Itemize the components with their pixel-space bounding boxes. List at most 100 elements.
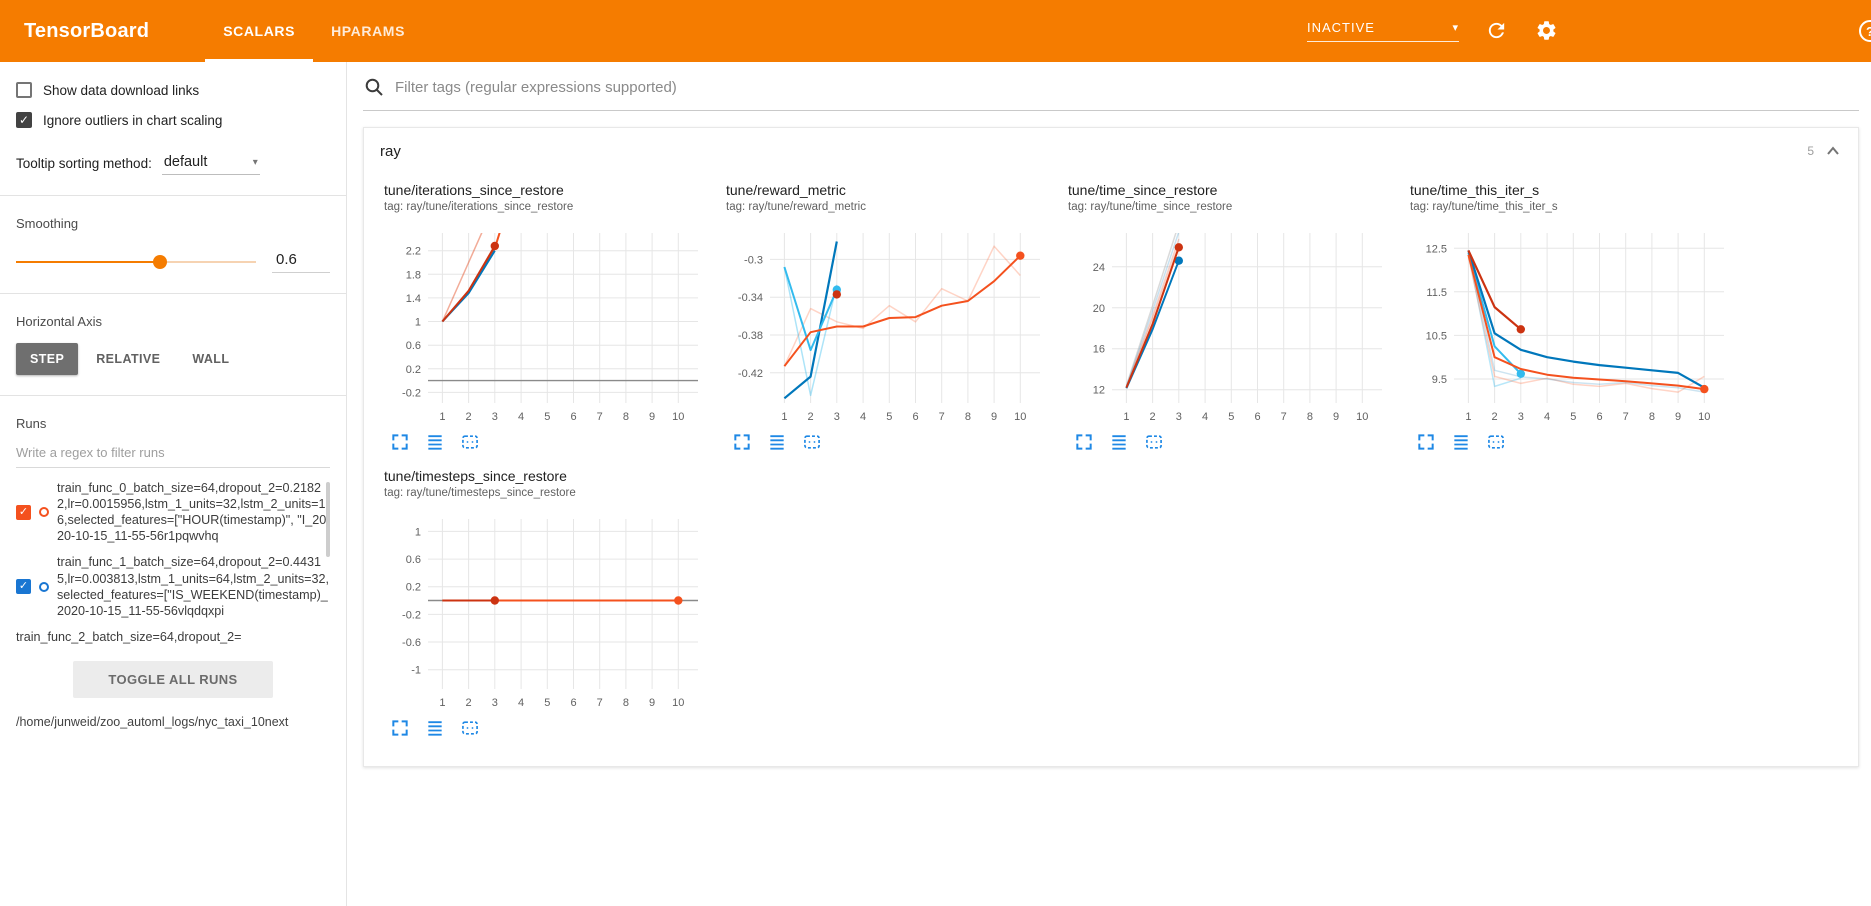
expand-chart-icon[interactable] [1074, 432, 1094, 452]
tag-group-header[interactable]: ray 5 [364, 128, 1858, 174]
scalar-chart[interactable]: 1 2 3 4 5 6 7 8 9 10 -0.42 -0.38 -0.34 -0.3 [726, 225, 1052, 430]
expand-chart-icon[interactable] [732, 432, 752, 452]
runs-scrollbar[interactable] [326, 482, 330, 557]
expand-chart-icon[interactable] [390, 718, 410, 738]
tooltip-sorting-value: default [163, 154, 208, 170]
smoothing-slider[interactable] [16, 255, 256, 269]
chart-tag: tag: ray/tune/reward_metric [726, 201, 866, 213]
svg-text:-0.6: -0.6 [402, 637, 421, 649]
svg-text:6: 6 [1254, 411, 1260, 423]
chart-tag: tag: ray/tune/time_since_restore [1068, 201, 1233, 213]
svg-text:5: 5 [1570, 411, 1576, 423]
checkbox-ignore-outliers[interactable]: ✓ Ignore outliers in chart scaling [16, 112, 330, 128]
svg-text:5: 5 [1228, 411, 1234, 423]
app-title: TensorBoard [24, 19, 150, 42]
tooltip-sorting-select[interactable]: default ▾ [161, 152, 260, 175]
checkbox-label: Show data download links [43, 82, 200, 98]
svg-text:-0.34: -0.34 [738, 292, 763, 304]
tab-hparams[interactable]: HPARAMS [331, 23, 406, 39]
runs-filter-input[interactable] [16, 439, 330, 468]
refresh-icon[interactable] [1485, 19, 1509, 43]
svg-text:9: 9 [649, 697, 655, 709]
divider [0, 395, 346, 396]
chart-card: tune/timesteps_since_restore tag: ray/tun… [384, 468, 726, 738]
help-icon[interactable]: ? [1857, 18, 1871, 44]
view-data-icon[interactable] [767, 432, 787, 452]
settings-gear-icon[interactable] [1535, 19, 1559, 43]
run-row[interactable]: ✓ train_func_1_batch_size=64,dropout_2=0.… [16, 554, 330, 618]
axis-button-relative[interactable]: RELATIVE [82, 343, 174, 375]
chart-toolbar [384, 430, 726, 452]
chart-title: tune/time_this_iter_s [1410, 182, 1540, 198]
header-actions: INACTIVE ▾ [1307, 19, 1871, 43]
checkbox-icon[interactable]: ✓ [16, 112, 32, 128]
sidebar: Show data download links ✓ Ignore outlie… [0, 62, 347, 906]
axis-button-wall[interactable]: WALL [178, 343, 243, 375]
tag-filter-input[interactable] [395, 78, 1859, 96]
fit-domain-icon[interactable] [1144, 432, 1164, 452]
toggle-all-runs-button[interactable]: TOGGLE ALL RUNS [73, 660, 273, 698]
scalar-chart[interactable]: 1 2 3 4 5 6 7 8 9 10 -0.2 0.2 0.6 1 1.4 1.8 2.2 [384, 225, 710, 430]
svg-text:10: 10 [672, 697, 684, 709]
axis-button-step[interactable]: STEP [16, 343, 79, 375]
svg-text:8: 8 [1649, 411, 1655, 423]
collapse-group-icon[interactable] [1824, 142, 1842, 160]
main-panel: ray 5 tune/iterations_since_restore tag: … [347, 62, 1871, 906]
view-data-icon[interactable] [425, 432, 445, 452]
run-row[interactable]: ✓ train_func_0_batch_size=64,dropout_2=0.… [16, 480, 330, 544]
svg-text:9: 9 [1333, 411, 1339, 423]
svg-text:-1: -1 [411, 665, 421, 677]
run-checkbox[interactable]: ✓ [16, 579, 31, 595]
tab-scalars[interactable]: SCALARS [205, 0, 314, 62]
chart-title: tune/iterations_since_restore [384, 182, 564, 198]
run-row[interactable]: train_func_2_batch_size=64,dropout_2= [16, 629, 330, 645]
data-status-select[interactable]: INACTIVE ▾ [1307, 20, 1459, 42]
checkbox-show-download-links[interactable]: Show data download links [16, 82, 330, 98]
content-area: Show data download links ✓ Ignore outlie… [0, 62, 1871, 906]
expand-chart-icon[interactable] [390, 432, 410, 452]
expand-chart-icon[interactable] [1416, 432, 1436, 452]
status-label: INACTIVE [1307, 20, 1375, 35]
scalar-chart[interactable]: 1 2 3 4 5 6 7 8 9 10 9.5 10.5 11.5 12.5 [1410, 225, 1736, 430]
chart-toolbar [384, 716, 726, 738]
chart-toolbar [1068, 430, 1410, 452]
svg-text:7: 7 [939, 411, 945, 423]
svg-text:7: 7 [1623, 411, 1629, 423]
search-icon [363, 76, 385, 98]
svg-text:0.2: 0.2 [406, 364, 421, 376]
svg-text:2.2: 2.2 [406, 246, 421, 258]
slider-thumb[interactable] [153, 255, 167, 269]
chart-tag: tag: ray/tune/time_this_iter_s [1410, 201, 1558, 213]
checkbox-label: Ignore outliers in chart scaling [43, 112, 223, 128]
tag-group-count: 5 [1807, 144, 1814, 158]
divider [0, 195, 346, 196]
fit-domain-icon[interactable] [802, 432, 822, 452]
svg-text:9: 9 [1675, 411, 1681, 423]
svg-text:3: 3 [1176, 411, 1182, 423]
svg-text:7: 7 [1281, 411, 1287, 423]
svg-text:1: 1 [415, 526, 421, 538]
svg-text:8: 8 [965, 411, 971, 423]
svg-text:6: 6 [570, 411, 576, 423]
svg-text:0.6: 0.6 [406, 340, 421, 352]
svg-text:10: 10 [1698, 411, 1710, 423]
svg-text:8: 8 [623, 411, 629, 423]
fit-domain-icon[interactable] [460, 432, 480, 452]
svg-text:6: 6 [912, 411, 918, 423]
view-data-icon[interactable] [1451, 432, 1471, 452]
svg-text:6: 6 [570, 697, 576, 709]
checkbox-icon[interactable] [16, 82, 32, 98]
svg-text:?: ? [1866, 24, 1871, 39]
axis-button-row: STEP RELATIVE WALL [16, 343, 330, 375]
view-data-icon[interactable] [1109, 432, 1129, 452]
svg-text:10: 10 [1014, 411, 1026, 423]
svg-text:2: 2 [808, 411, 814, 423]
view-data-icon[interactable] [425, 718, 445, 738]
fit-domain-icon[interactable] [1486, 432, 1506, 452]
run-checkbox[interactable]: ✓ [16, 504, 31, 520]
fit-domain-icon[interactable] [460, 718, 480, 738]
chart-title: tune/reward_metric [726, 182, 846, 198]
smoothing-value-field[interactable]: 0.6 [272, 251, 330, 273]
scalar-chart[interactable]: 1 2 3 4 5 6 7 8 9 10 -1 -0.6 -0.2 0.2 0.6 1 [384, 511, 710, 716]
